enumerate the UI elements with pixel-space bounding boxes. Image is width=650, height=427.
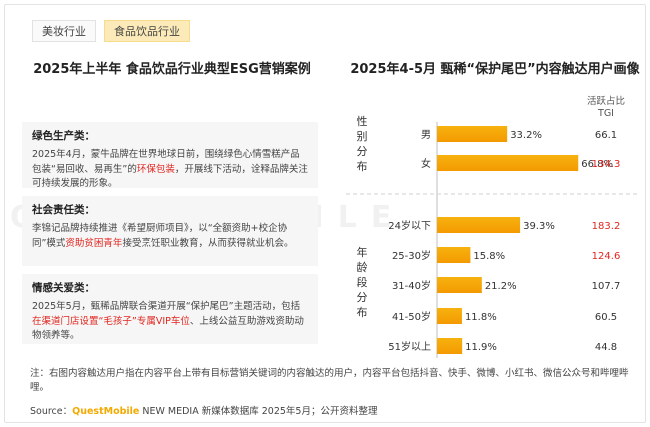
case-social-responsibility: 社会责任类： 李锦记品牌持续推进《希望厨师项目》，以“全额资助+校企协同”模式资… xyxy=(22,196,318,266)
category-label: 女 xyxy=(421,157,431,170)
bar xyxy=(437,277,482,293)
bar xyxy=(437,338,463,354)
case-title: 社会责任类： xyxy=(32,204,95,216)
tgi-value-label: 134.3 xyxy=(592,159,621,170)
case-title: 绿色生产类： xyxy=(32,130,95,142)
case-text: 2025年5月，甄稀品牌联合渠道开展“保护尾巴”主题活动，包括 xyxy=(32,301,301,312)
group-label-char: 布 xyxy=(357,306,368,319)
tgi-value-label: 124.6 xyxy=(592,251,621,262)
bar-value-label: 21.2% xyxy=(485,281,517,292)
source-prefix: Source： xyxy=(30,406,73,417)
category-label: 41-50岁 xyxy=(392,310,431,323)
bar xyxy=(437,126,508,142)
bar xyxy=(437,155,579,171)
industry-tabs: 美妆行业 食品饮品行业 xyxy=(32,20,190,42)
left-title: 2025年上半年 食品饮品行业典型ESG营销案例 xyxy=(33,62,311,77)
group-label-char: 分 xyxy=(357,291,368,304)
case-text: 2025年4月，蒙牛品牌在世界地球日前，围绕绿色心情雪糕产品包装“易回收、易再生… xyxy=(32,149,300,175)
tab-beauty[interactable]: 美妆行业 xyxy=(32,20,96,42)
case-highlight: 资助贫困青年 xyxy=(65,237,123,249)
bar-value-label: 39.3% xyxy=(523,221,555,232)
tgi-column-header: 活跃占比 TGI xyxy=(578,96,634,120)
bar-value-label: 15.8% xyxy=(473,251,505,262)
tgi-value-label: 60.5 xyxy=(595,312,617,323)
bar xyxy=(437,308,462,324)
case-body: 李锦记品牌持续推进《希望厨师项目》，以“全额资助+校企协同”模式资助贫困青年接受… xyxy=(32,222,308,251)
category-label: 男 xyxy=(421,129,431,141)
group-label-char: 段 xyxy=(357,275,368,289)
case-title: 情感关爱类： xyxy=(32,282,95,294)
case-text: 接受烹饪职业教育，从而获得就业机会。 xyxy=(122,237,294,249)
bar-value-label: 66.8% xyxy=(581,159,613,170)
tgi-value-label: 66.1 xyxy=(595,130,617,141)
case-text: 李锦记品牌持续推进《希望厨师项目》，以“全额资助+校企协同”模式 xyxy=(32,223,288,249)
tgi-value-label: 107.7 xyxy=(592,281,621,292)
category-label: 51岁以上 xyxy=(388,340,431,353)
bar xyxy=(437,217,521,233)
category-label: 25-30岁 xyxy=(392,249,431,262)
bar xyxy=(437,247,471,263)
group-label-char: 布 xyxy=(357,160,368,173)
chart-title: 2025年4-5月 甄稀“保护尾巴”内容触达用户画像 xyxy=(350,62,640,77)
card-frame xyxy=(4,4,646,423)
group-label-char: 年 xyxy=(357,245,368,259)
group-label-char: 别 xyxy=(357,130,368,143)
source-rest: NEW MEDIA 新媒体数据库 2025年5月；公开资料整理 xyxy=(139,406,378,417)
case-emotional-care: 情感关爱类： 2025年5月，甄稀品牌联合渠道开展“保护尾巴”主题活动，包括在渠… xyxy=(22,274,318,344)
bar-value-label: 11.9% xyxy=(465,342,497,353)
group-label-char: 性 xyxy=(357,114,368,128)
tgi-value-label: 44.8 xyxy=(595,342,617,353)
case-highlight: 在渠道门店设置“毛孩子”专属VIP车位 xyxy=(32,315,190,327)
bar-value-label: 11.8% xyxy=(465,312,497,323)
tgi-header-line2: TGI xyxy=(598,108,614,119)
group-label-char: 分 xyxy=(357,145,368,158)
case-body: 2025年5月，甄稀品牌联合渠道开展“保护尾巴”主题活动，包括在渠道门店设置“毛… xyxy=(32,300,308,344)
category-label: 31-40岁 xyxy=(392,279,431,292)
case-text: ，开展线下活动，诠释品牌关注可持续发展的形象。 xyxy=(32,163,308,190)
footnote: 注：右图内容触达用户指在内容平台上带有目标营销关键词的内容触达的用户，内容平台包… xyxy=(30,368,629,393)
source-line: Source：QuestMobile NEW MEDIA 新媒体数据库 2025… xyxy=(30,403,377,417)
case-text: 、上线公益互助游戏资助动物领养等。 xyxy=(32,315,304,342)
tgi-header-line1: 活跃占比 xyxy=(586,96,625,107)
case-green-production: 绿色生产类： 2025年4月，蒙牛品牌在世界地球日前，围绕绿色心情雪糕产品包装“… xyxy=(22,122,318,189)
case-body: 2025年4月，蒙牛品牌在世界地球日前，围绕绿色心情雪糕产品包装“易回收、易再生… xyxy=(32,148,308,192)
bar-value-label: 33.2% xyxy=(510,130,542,141)
category-label: 24岁以下 xyxy=(388,219,431,232)
tab-food-beverage[interactable]: 食品饮品行业 xyxy=(104,20,190,42)
tgi-value-label: 183.2 xyxy=(592,221,621,232)
group-label-char: 龄 xyxy=(357,260,368,274)
source-brand: QuestMobile xyxy=(72,406,140,417)
case-highlight: 环保包装 xyxy=(136,163,175,175)
